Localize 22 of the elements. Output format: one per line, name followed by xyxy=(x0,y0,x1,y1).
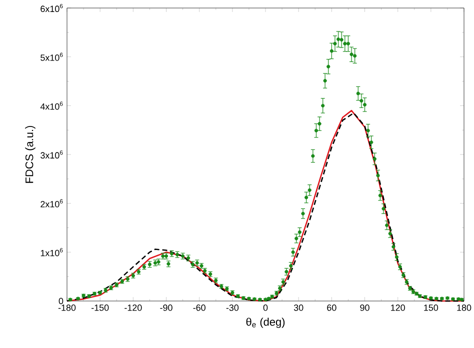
y-tick-label: 1x10$^{6}$ xyxy=(40,248,63,256)
x-tick-label: 30 xyxy=(294,304,304,311)
x-tick-label: 120 xyxy=(391,304,405,311)
x-tick-label: 180 xyxy=(457,304,472,311)
x-tick-label: -180 xyxy=(58,304,76,311)
y-tick-label: 6x10$^{6}$ xyxy=(40,4,63,12)
x-tick-label: 90 xyxy=(360,304,370,311)
x-tick-label: 150 xyxy=(424,304,438,311)
x-tick-label: 60 xyxy=(327,304,336,311)
x-axis-title: θ$_{e}$ (deg) xyxy=(246,318,285,328)
y-tick-label: 3x10$^{6}$ xyxy=(40,150,63,159)
x-tick-label: 0 xyxy=(263,304,268,311)
y-axis-title: FDCS (a.u.) xyxy=(25,126,36,183)
x-tick-label: -120 xyxy=(124,304,142,311)
x-tick-label: -90 xyxy=(160,304,172,311)
x-tick-label: -150 xyxy=(92,304,109,311)
y-tick-label: 5x10$^{6}$ xyxy=(40,52,63,61)
x-tick-label: -30 xyxy=(226,304,239,311)
y-tick-label: 0 xyxy=(58,298,64,304)
x-tick-label: -60 xyxy=(193,304,206,311)
y-tick-label: 2x10$^{6}$ xyxy=(40,199,63,208)
y-tick-label: 4x10$^{6}$ xyxy=(40,102,63,110)
